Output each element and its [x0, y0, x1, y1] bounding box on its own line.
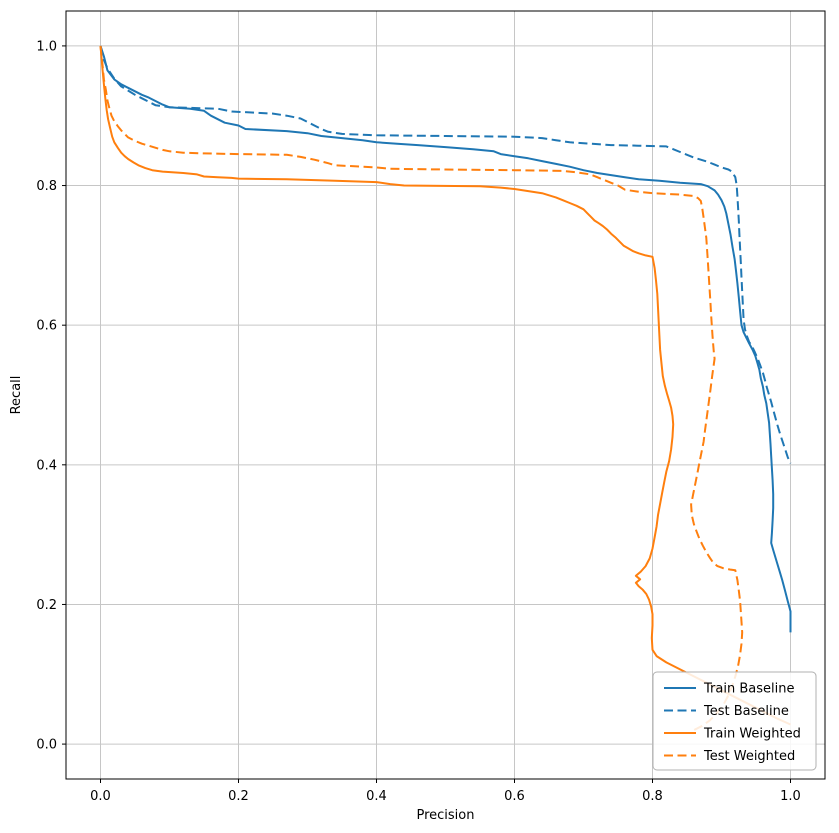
legend-label: Train Baseline — [703, 682, 794, 697]
legend-entry: Train Baseline — [664, 682, 794, 697]
y-tick-label: 0.6 — [36, 319, 57, 334]
y-tick-label: 0.8 — [36, 179, 57, 194]
axes-spines — [65, 10, 826, 780]
legend-entry: Test Weighted — [664, 749, 795, 764]
x-tick-label: 0.2 — [228, 789, 249, 804]
y-tick-label: 0.0 — [36, 738, 57, 753]
x-tick-label: 0.6 — [504, 789, 525, 804]
y-tick-label: 1.0 — [36, 39, 57, 54]
x-axis-label: Precision — [416, 808, 474, 823]
x-tick-label: 0.0 — [90, 789, 111, 804]
y-axis-label: Recall — [9, 376, 24, 415]
x-tick-label: 0.8 — [642, 789, 663, 804]
series-train-weighted — [99, 45, 791, 726]
legend-box — [652, 671, 817, 771]
legend-label: Test Baseline — [703, 704, 789, 719]
y-tick-label: 0.4 — [36, 458, 57, 473]
series-test-weighted — [99, 45, 744, 731]
legend-entry: Train Weighted — [664, 727, 801, 742]
plot-area — [66, 11, 825, 779]
legend: Train Baseline Test Baseline Train Weighte… — [652, 671, 817, 771]
legend-label: Test Weighted — [703, 749, 795, 764]
legend-label: Train Weighted — [703, 727, 801, 742]
y-tick-label: 0.2 — [36, 598, 57, 613]
legend-entry: Test Baseline — [664, 704, 789, 719]
series-train-baseline — [99, 45, 792, 633]
x-tick-label: 1.0 — [780, 789, 801, 804]
series-group — [99, 45, 792, 731]
series-test-baseline — [99, 45, 792, 464]
x-tick-label: 0.4 — [366, 789, 387, 804]
